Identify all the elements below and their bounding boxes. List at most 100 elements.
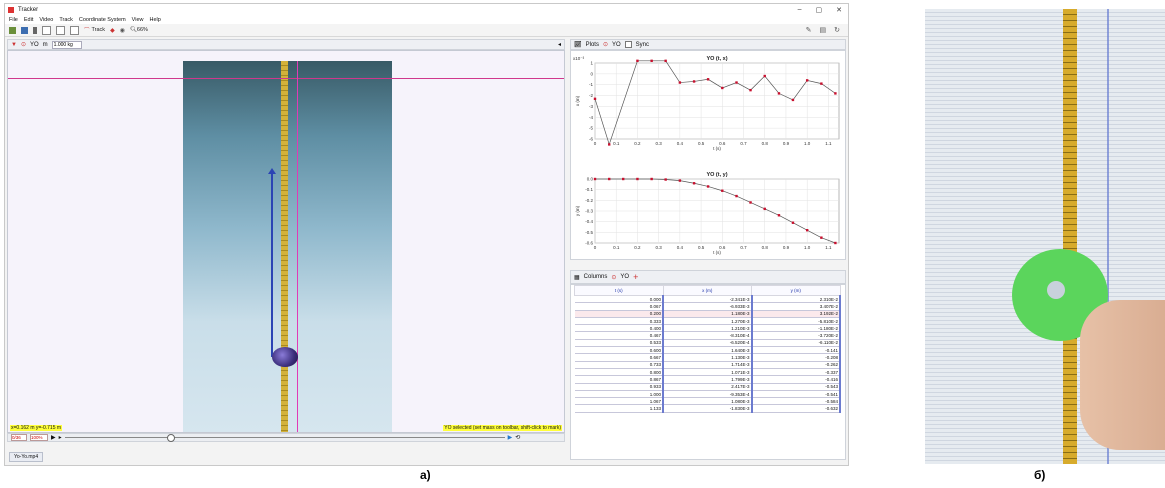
menu-help[interactable]: Help (149, 16, 161, 23)
pencil-icon[interactable]: ✎ (805, 27, 812, 34)
menu-view[interactable]: View (131, 16, 144, 23)
plots-menu[interactable]: Plots (585, 41, 599, 48)
table-row[interactable]: 0.667 1.130E-3 -0.208 (574, 353, 841, 362)
zoom-control[interactable]: 🔍︎ 66% (130, 27, 148, 33)
cell-y[interactable]: -0.208 (751, 353, 841, 362)
table-track-selector[interactable]: YO (620, 274, 630, 280)
table-row[interactable]: 0.600 1.640E-3 -0.141 (574, 346, 841, 355)
speed-field[interactable] (30, 434, 48, 441)
cell-t[interactable]: 0.467 (574, 331, 664, 340)
step-forward-icon[interactable]: ▶ (507, 435, 513, 441)
cell-x[interactable]: -6.520E-4 (663, 338, 753, 348)
yoyo-object[interactable] (272, 347, 298, 367)
table-row[interactable]: 0.067 -6.933E-3 3.407E-2 (574, 302, 841, 311)
open-icon[interactable] (9, 26, 16, 34)
eye-icon[interactable]: ◉ (119, 27, 125, 34)
cell-t[interactable]: 0.800 (574, 367, 664, 377)
play-icon[interactable]: ▶ (51, 435, 56, 441)
cell-x[interactable]: 1.799E-3 (663, 375, 753, 384)
table-row[interactable]: 0.800 1.071E-3 -0.337 (574, 367, 841, 377)
table-row[interactable]: 0.333 1.270E-3 -5.810E-2 (574, 316, 841, 326)
cell-y[interactable]: -5.810E-2 (751, 316, 841, 326)
col-header-y[interactable]: y (m) (751, 285, 841, 296)
cell-t[interactable]: 0.867 (574, 375, 664, 384)
file-tab[interactable]: Yo-Yo.mp4 (9, 452, 44, 462)
cell-t[interactable]: 0.733 (574, 360, 664, 369)
menu-video[interactable]: Video (39, 16, 54, 23)
columns-menu[interactable]: Columns (583, 274, 608, 280)
slider-thumb[interactable] (166, 434, 175, 442)
cell-x[interactable]: 1.270E-3 (663, 316, 753, 326)
save-icon[interactable] (21, 26, 28, 34)
cell-t[interactable]: 0.600 (574, 346, 664, 355)
cell-y[interactable]: -0.543 (751, 382, 841, 391)
axes-icon[interactable] (42, 25, 51, 35)
y-axis-line[interactable] (297, 61, 298, 432)
mass-field[interactable] (51, 40, 82, 49)
table-row[interactable]: 1.133 -1.830E-3 -0.632 (574, 404, 841, 413)
cell-y[interactable]: -0.416 (751, 375, 841, 384)
table-row[interactable]: 0.533 -6.520E-4 -6.110E-2 (574, 338, 841, 348)
cell-x[interactable]: -1.830E-3 (663, 404, 753, 413)
cell-x[interactable]: -8.310E-4 (663, 331, 753, 340)
step-icon[interactable]: ▸ (58, 435, 62, 441)
table-row[interactable]: 1.067 1.080E-3 -0.584 (574, 397, 841, 406)
table-row[interactable]: 0.000 -2.341E-3 2.310E-2 (574, 294, 841, 304)
cell-t[interactable]: 1.133 (574, 404, 664, 413)
cell-t[interactable]: 0.533 (574, 338, 664, 348)
calibration-icon[interactable] (56, 25, 65, 35)
cell-y[interactable]: 3.407E-2 (751, 302, 841, 311)
cell-t[interactable]: 1.000 (574, 389, 664, 399)
cell-y[interactable]: -0.584 (751, 397, 841, 406)
cell-t[interactable]: 0.200 (574, 309, 664, 318)
cell-x[interactable]: 1.640E-3 (663, 346, 753, 355)
table-row[interactable]: 0.867 1.799E-3 -0.416 (574, 375, 841, 384)
cell-t[interactable]: 0.400 (574, 324, 664, 333)
loop-icon[interactable]: ⟲ (515, 435, 521, 441)
cell-y[interactable]: 3.192E-2 (751, 309, 841, 318)
cell-y[interactable]: -0.262 (751, 360, 841, 369)
menu-coordinate-system[interactable]: Coordinate System (78, 16, 126, 23)
cell-y[interactable]: -6.110E-2 (751, 338, 841, 348)
col-header-t[interactable]: t (s) (574, 285, 664, 296)
minimize-button[interactable]: – (797, 6, 802, 13)
clip-settings-icon[interactable] (33, 26, 37, 34)
cell-x[interactable]: 1.071E-3 (663, 367, 753, 377)
point-icon[interactable]: ◆ (110, 27, 115, 34)
plots-svg[interactable]: 0 0.1 0.2 0.3 0.4 0.5 0.6 0.7 0.8 0.9 1.0 1.1 1 0 -1 -2… (571, 51, 845, 259)
menu-file[interactable]: File (9, 16, 18, 23)
frame-slider[interactable] (64, 434, 505, 442)
track-name[interactable]: YO (29, 41, 39, 48)
track-button[interactable]: ⌒ Track (84, 26, 105, 34)
sync-checkbox[interactable] (624, 41, 632, 48)
cell-t[interactable]: 0.067 (574, 302, 664, 311)
cell-y[interactable]: -0.141 (751, 346, 841, 355)
cell-x[interactable]: 1.180E-3 (663, 309, 753, 318)
refresh-icon[interactable]: ↻ (834, 27, 840, 34)
frame-field[interactable] (11, 434, 27, 441)
cell-x[interactable]: 2.417E-3 (663, 382, 753, 391)
cell-x[interactable]: 1.130E-3 (663, 353, 753, 362)
table-row[interactable]: 0.400 1.210E-3 -1.180E-2 (574, 324, 841, 333)
cell-t[interactable]: 0.000 (574, 294, 664, 304)
close-button[interactable]: ✕ (836, 6, 842, 14)
plot-track-selector[interactable]: YO (612, 41, 621, 48)
table-row[interactable]: 1.000 -9.353E-4 -0.541 (574, 389, 841, 399)
cell-y[interactable]: -1.180E-2 (751, 324, 841, 333)
maximize-button[interactable]: ▢ (815, 6, 823, 14)
cell-x[interactable]: -2.341E-3 (663, 294, 753, 304)
cell-x[interactable]: 1.080E-3 (663, 397, 753, 406)
table-row[interactable]: 0.200 1.180E-3 3.192E-2 (574, 309, 841, 318)
col-header-x[interactable]: x (m) (662, 285, 752, 296)
cell-y[interactable]: 2.310E-2 (751, 294, 841, 304)
cell-t[interactable]: 1.067 (574, 397, 664, 406)
cell-t[interactable]: 0.667 (574, 353, 664, 362)
cell-x[interactable]: 1.714E-3 (663, 360, 753, 369)
cell-t[interactable]: 0.933 (574, 382, 664, 391)
track-filter-icon[interactable]: ▼ (11, 41, 17, 48)
panel-collapse-icon[interactable]: ◂ (557, 42, 561, 48)
menu-edit[interactable]: Edit (23, 16, 34, 23)
cell-x[interactable]: 1.210E-3 (663, 324, 753, 333)
measuring-tools-icon[interactable] (70, 25, 79, 35)
menu-track[interactable]: Track (59, 16, 73, 23)
